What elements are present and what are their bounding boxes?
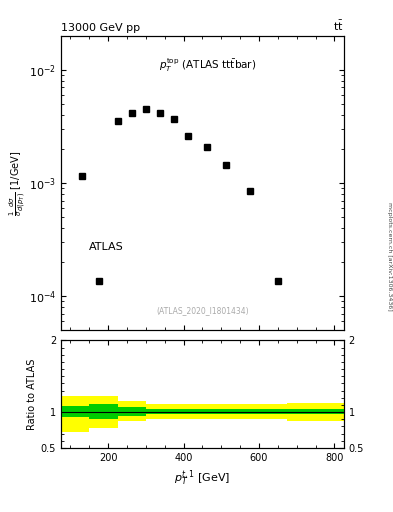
Text: 13000 GeV pp: 13000 GeV pp bbox=[61, 23, 140, 33]
X-axis label: $p_T^{t,1}$ [GeV]: $p_T^{t,1}$ [GeV] bbox=[174, 468, 231, 488]
Text: ATLAS: ATLAS bbox=[89, 242, 124, 252]
Text: $\rm t\bar{t}$: $\rm t\bar{t}$ bbox=[333, 19, 344, 33]
Text: mcplots.cern.ch [arXiv:1306.3436]: mcplots.cern.ch [arXiv:1306.3436] bbox=[387, 202, 392, 310]
Y-axis label: $\frac{1}{\sigma}\frac{d\sigma}{d(p_T)}$ [1/GeV]: $\frac{1}{\sigma}\frac{d\sigma}{d(p_T)}$… bbox=[7, 150, 28, 216]
Text: (ATLAS_2020_I1801434): (ATLAS_2020_I1801434) bbox=[156, 307, 249, 315]
Text: $p_T^{\rm top}$ (ATLAS tt$\mathregular{\bar{t}}$bar): $p_T^{\rm top}$ (ATLAS tt$\mathregular{\… bbox=[160, 56, 257, 74]
Y-axis label: Ratio to ATLAS: Ratio to ATLAS bbox=[26, 358, 37, 430]
